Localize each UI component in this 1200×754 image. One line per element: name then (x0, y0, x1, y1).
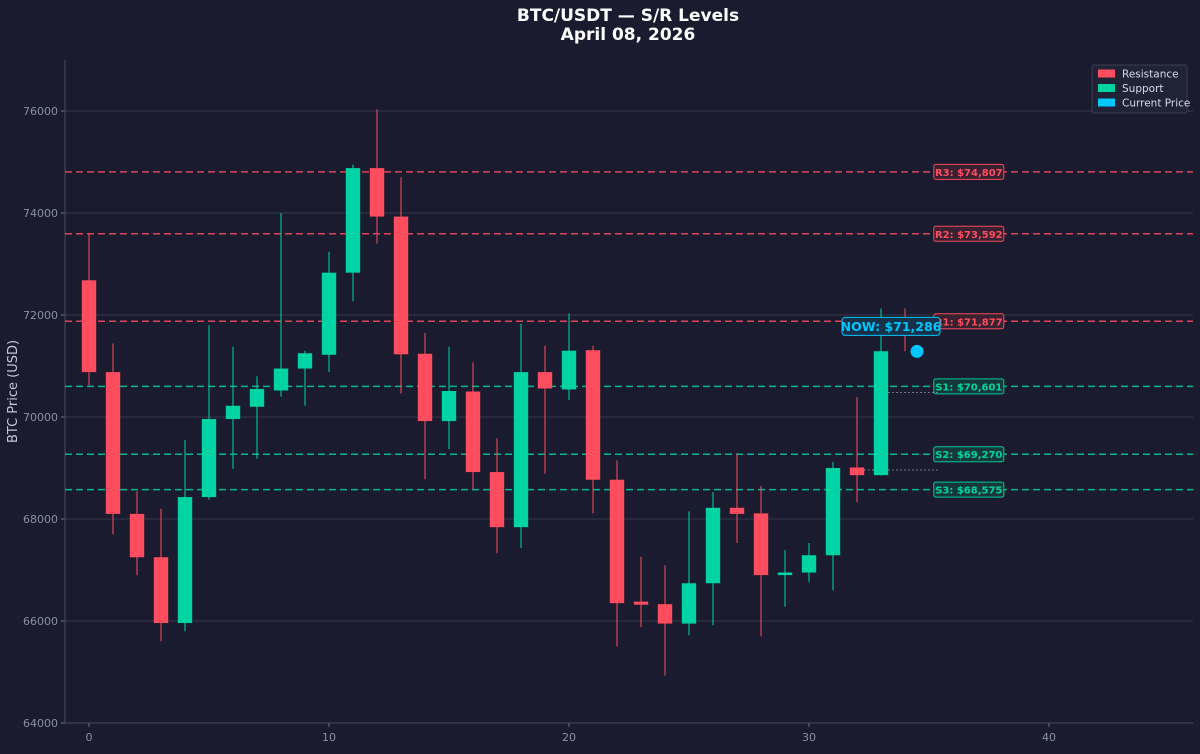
y-tick-label: 76000 (23, 105, 58, 118)
legend-swatch (1098, 69, 1115, 78)
x-tick-label: 0 (86, 731, 93, 744)
legend-label: Current Price (1122, 98, 1190, 110)
candle-body (177, 497, 193, 624)
y-axis-label: BTC Price (USD) (6, 340, 21, 443)
candle-body (273, 368, 289, 391)
candle-body (81, 280, 97, 373)
candle-body (201, 419, 217, 498)
candle-body (513, 372, 529, 528)
chart-title: BTC/USDT — S/R Levels (517, 6, 739, 26)
current-price-label-box (841, 316, 941, 336)
legend-label: Resistance (1122, 69, 1179, 81)
candle-body (657, 604, 673, 624)
candle-body (393, 216, 409, 355)
candle-body (105, 372, 121, 514)
candle-body (849, 467, 865, 476)
candle-body (489, 472, 505, 528)
candle-body (561, 350, 577, 390)
legend-swatch (1098, 84, 1115, 92)
candle-body (633, 601, 649, 605)
x-tick-label: 10 (322, 731, 336, 744)
candle-body (801, 555, 817, 573)
level-label-box-s2 (933, 446, 1005, 463)
x-tick-label: 40 (1042, 731, 1056, 744)
level-label-box-r3 (933, 163, 1005, 180)
current-price-label: NOW: $71,286 (841, 319, 942, 334)
y-tick-label: 74000 (23, 207, 58, 220)
chart-subtitle: April 08, 2026 (561, 25, 696, 45)
legend-label: Support (1122, 83, 1164, 95)
candle-body (249, 388, 265, 407)
level-label-box-r2 (933, 225, 1005, 242)
level-label-box-s1 (933, 378, 1005, 395)
candle-body (825, 468, 841, 556)
candle-body (873, 351, 889, 476)
candle-body (153, 557, 169, 624)
candle-body (465, 391, 481, 473)
candle-body (129, 513, 145, 558)
x-tick-label: 20 (562, 731, 576, 744)
level-label-s1: S1: $70,601 (935, 382, 1002, 393)
candle-body (537, 372, 553, 389)
y-tick-label: 72000 (23, 309, 58, 322)
candle-body (585, 350, 601, 480)
level-label-r3: R3: $74,807 (935, 168, 1003, 179)
candle-body (297, 353, 313, 369)
current-price-dot (910, 344, 924, 358)
level-label-s2: S2: $69,270 (935, 450, 1002, 461)
y-tick-label: 68000 (23, 513, 58, 526)
level-label-r1: R1: $71,877 (935, 317, 1003, 328)
level-label-box-s3 (933, 481, 1005, 498)
legend-swatch (1098, 98, 1115, 107)
candle-body (369, 168, 385, 217)
candle-body (417, 353, 433, 422)
candle-body (753, 513, 769, 576)
x-tick-label: 30 (802, 731, 816, 744)
candle-body (609, 479, 625, 604)
candle-body (705, 507, 721, 584)
candle-body (225, 405, 241, 420)
level-label-s3: S3: $68,575 (935, 486, 1002, 497)
candle-body (681, 583, 697, 624)
y-tick-label: 66000 (23, 615, 58, 628)
legend-box (1091, 64, 1188, 114)
level-label-r2: R2: $73,592 (935, 230, 1003, 241)
candle-body (729, 507, 745, 514)
y-tick-label: 70000 (23, 411, 58, 424)
plot-area: 64000 66000 68000 70000 72000 74000 76000 0 10 20… (6, 60, 1193, 744)
y-tick-label: 64000 (23, 717, 58, 730)
candle-body (345, 168, 361, 273)
candle-body (441, 390, 457, 422)
candle-body (777, 572, 793, 576)
candle-body (321, 272, 337, 355)
